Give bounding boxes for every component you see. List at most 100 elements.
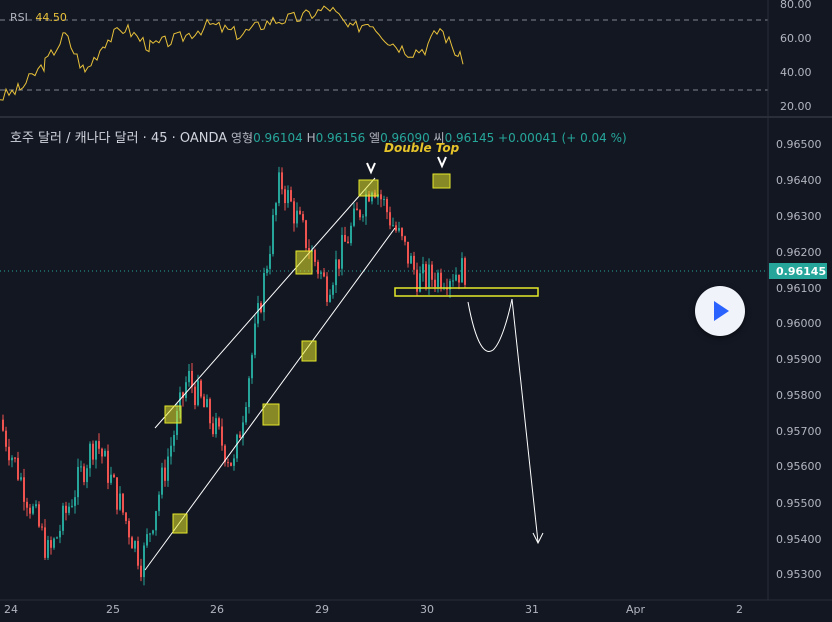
candle-body	[284, 189, 286, 204]
price-tick: 0.95800	[776, 389, 822, 402]
arrow-down-icon	[437, 156, 447, 169]
candle-body	[200, 380, 202, 397]
price-axis: 0.96500 0.96400 0.96300 0.96200 0.96100 …	[776, 138, 822, 581]
candle-body	[194, 386, 196, 406]
candle-body	[110, 474, 112, 483]
candle-body	[302, 214, 304, 221]
candle-body	[47, 540, 49, 558]
candle-body	[461, 258, 463, 283]
candle-body	[437, 272, 439, 287]
candle-body	[287, 190, 289, 204]
rsi-legend: RSI 44.50	[10, 11, 67, 24]
candle-body	[224, 445, 226, 463]
candle-body	[41, 526, 43, 528]
candle-body	[197, 380, 199, 406]
candle-body	[215, 418, 217, 435]
arrow-down-icon	[366, 162, 376, 175]
candle-body	[38, 504, 40, 527]
candle-body	[239, 434, 241, 438]
time-tick: 30	[420, 603, 434, 616]
candle-body	[425, 264, 427, 288]
candle-body	[431, 264, 433, 280]
open-value: 0.96104	[253, 131, 303, 145]
candle-body	[401, 228, 403, 237]
candle-body	[101, 448, 103, 457]
candle-body	[137, 540, 139, 566]
current-price-label: 0.96145	[776, 265, 826, 278]
low-value: 0.96090	[380, 131, 430, 145]
candle-body	[173, 435, 175, 446]
candle-body	[464, 258, 466, 285]
candle-body	[161, 467, 163, 495]
candle-body	[17, 457, 19, 480]
candle-body	[266, 268, 268, 274]
candle-body	[245, 406, 247, 423]
candle-body	[440, 272, 442, 289]
candle-body	[170, 445, 172, 457]
candle-body	[320, 272, 322, 274]
touch-marker	[172, 513, 188, 534]
touch-marker	[358, 179, 379, 197]
candle-body	[167, 456, 169, 481]
rsi-value: 44.50	[35, 11, 67, 24]
price-tick: 0.96400	[776, 174, 822, 187]
candle-body	[404, 236, 406, 242]
candle-body	[146, 534, 148, 546]
candle-body	[341, 234, 343, 269]
rsi-tick: 80.00	[780, 0, 812, 11]
candle-body	[434, 279, 436, 287]
candle-body	[422, 264, 424, 274]
candle-body	[290, 190, 292, 202]
candle-body	[335, 259, 337, 286]
candle-body	[416, 269, 418, 292]
double-top-label: Double Top	[384, 141, 460, 155]
candle-body	[293, 201, 295, 224]
play-button[interactable]	[695, 286, 745, 336]
high-value: 0.96156	[315, 131, 366, 145]
symbol-legend: 호주 달러 / 캐나다 달러 · 45 · OANDA 영형0.96104 H0…	[10, 127, 627, 146]
candle-body	[80, 466, 82, 468]
candle-body	[155, 511, 157, 531]
candle-body	[275, 203, 277, 216]
price-tick: 0.96300	[776, 210, 822, 223]
projection-line	[511, 298, 539, 543]
candle-body	[410, 255, 412, 264]
candle-body	[23, 477, 25, 502]
candle-body	[368, 194, 370, 202]
candle-body	[134, 540, 136, 549]
candle-body	[419, 273, 421, 292]
candle-body	[203, 396, 205, 408]
candle-body	[365, 194, 367, 217]
candle-body	[158, 494, 160, 512]
candle-body	[95, 441, 97, 460]
candle-body	[317, 261, 319, 274]
rsi-tick: 60.00	[780, 32, 812, 45]
touch-marker	[164, 405, 182, 424]
candle-body	[269, 254, 271, 269]
candle-body	[206, 399, 208, 408]
candle-body	[455, 274, 457, 281]
candle-body	[257, 303, 259, 324]
candle-body	[299, 210, 301, 215]
price-tick: 0.96200	[776, 246, 822, 259]
price-tick: 0.95900	[776, 353, 822, 366]
candle-body	[86, 468, 88, 483]
candle-body	[179, 392, 181, 411]
candle-body	[125, 512, 127, 521]
candle-body	[89, 443, 91, 469]
candle-body	[164, 467, 166, 481]
candle-body	[263, 273, 265, 313]
arrow-down-icon	[532, 532, 544, 545]
rsi-label: RSI	[10, 11, 28, 24]
candle-body	[338, 259, 340, 269]
price-tick: 0.95300	[776, 568, 822, 581]
candle-body	[389, 212, 391, 226]
candle-body	[236, 434, 238, 459]
low-label: 엘	[369, 131, 381, 145]
candle-body	[14, 457, 16, 459]
open-label: 영형	[231, 131, 254, 145]
time-tick: 26	[210, 603, 224, 616]
price-tick: 0.95700	[776, 425, 822, 438]
candle-body	[458, 274, 460, 283]
